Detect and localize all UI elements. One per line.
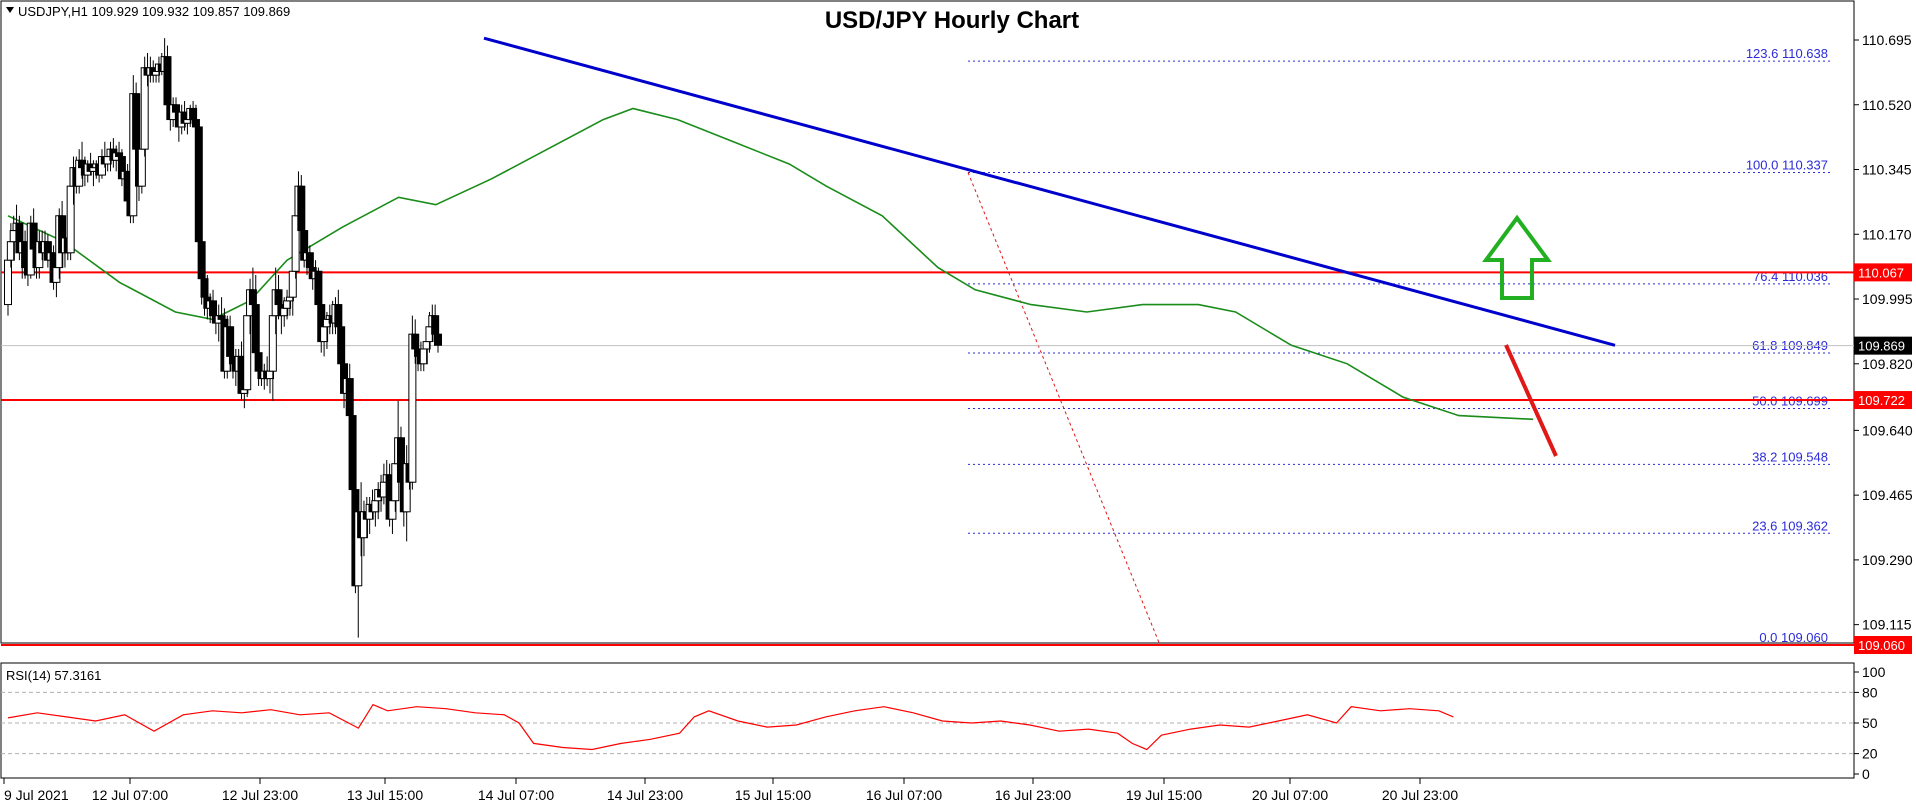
level-price-tag-text: 109.060 xyxy=(1858,638,1905,653)
time-tick-label: 15 Jul 15:00 xyxy=(735,787,811,803)
price-tick-label: 109.465 xyxy=(1862,487,1913,503)
rsi-panel: RSI(14) 57.3161 100 80 50 20 0 xyxy=(0,662,1886,782)
price-tick-label: 110.345 xyxy=(1862,162,1912,178)
rsi-panel-frame xyxy=(0,662,1855,779)
candle-body xyxy=(434,333,442,346)
rsi-levels xyxy=(1,691,1854,755)
price-tags: 110.067 109.722 109.060 109.869 xyxy=(1854,263,1912,654)
fib-level-label: 23.6 109.362 xyxy=(1752,518,1828,533)
level-price-tag xyxy=(1854,391,1912,410)
price-panel-frame xyxy=(0,0,1855,644)
price-tick-label: 109.995 xyxy=(1862,291,1913,307)
level-price-tag-text: 110.067 xyxy=(1858,265,1904,280)
price-axis: 110.695 110.520 110.345 110.170 109.995 109.8… xyxy=(1854,32,1913,633)
level-price-tag xyxy=(1854,263,1912,282)
time-tick-label: 13 Jul 15:00 xyxy=(347,787,423,803)
fib-level-label: 0.0 109.060 xyxy=(1759,630,1828,645)
rsi-axis: 100 80 50 20 0 xyxy=(1854,664,1886,782)
price-tick-label: 110.170 xyxy=(1862,226,1912,242)
time-tick-label: 16 Jul 07:00 xyxy=(866,787,942,803)
trendline xyxy=(483,36,1616,347)
fib-swing-line xyxy=(967,172,1161,646)
candle xyxy=(434,323,442,353)
rsi-line xyxy=(7,703,1454,751)
price-tick-label: 109.115 xyxy=(1862,617,1912,633)
time-tick-label: 12 Jul 23:00 xyxy=(222,787,298,803)
price-tick-label: 109.640 xyxy=(1862,422,1913,438)
price-tick-label: 109.290 xyxy=(1862,552,1913,568)
time-tick-label: 16 Jul 23:00 xyxy=(995,787,1071,803)
up-arrow-icon xyxy=(1482,214,1552,300)
price-panel: USD/JPY Hourly Chart USDJPY,H1 109.929 1… xyxy=(0,0,1913,654)
time-tick-label: 14 Jul 23:00 xyxy=(607,787,683,803)
rsi-tick-label: 80 xyxy=(1862,684,1878,700)
direction-arrows xyxy=(1482,214,1558,457)
chart-title: USD/JPY Hourly Chart xyxy=(825,7,1079,34)
symbol-info: USDJPY,H1 109.929 109.932 109.857 109.86… xyxy=(18,4,290,19)
rsi-tick-label: 50 xyxy=(1862,715,1878,731)
time-tick-label: 20 Jul 23:00 xyxy=(1382,787,1458,803)
rsi-tick-label: 0 xyxy=(1862,766,1870,782)
time-tick-label: 14 Jul 07:00 xyxy=(478,787,554,803)
time-tick-label: 12 Jul 07:00 xyxy=(92,787,168,803)
rsi-label: RSI(14) 57.3161 xyxy=(6,668,101,683)
time-tick-label: 20 Jul 07:00 xyxy=(1252,787,1328,803)
candlesticks xyxy=(4,38,442,638)
fib-level-label: 76.4 110.036 xyxy=(1753,269,1828,284)
time-tick-label: 9 Jul 2021 xyxy=(4,787,69,803)
fib-level-label: 123.6 110.638 xyxy=(1746,46,1828,61)
fib-level-label: 38.2 109.548 xyxy=(1752,449,1828,464)
rsi-polyline xyxy=(7,703,1454,751)
level-price-tag-text: 109.722 xyxy=(1858,393,1905,408)
level-price-tag xyxy=(1854,636,1912,654)
down-arrow-icon xyxy=(1504,344,1558,457)
descending-trendline xyxy=(483,36,1616,347)
current-price-tag xyxy=(1854,336,1912,355)
price-tick-label: 110.520 xyxy=(1862,97,1912,113)
current-price-tag-text: 109.869 xyxy=(1858,339,1905,354)
price-tick-label: 109.820 xyxy=(1862,356,1913,372)
fib-level-label: 50.0 109.699 xyxy=(1752,394,1828,409)
rsi-tick-label: 100 xyxy=(1862,664,1886,680)
price-tick-label: 110.695 xyxy=(1862,32,1912,48)
symbol-dropdown-icon[interactable] xyxy=(6,7,14,13)
rsi-tick-label: 20 xyxy=(1862,746,1878,762)
time-tick-label: 19 Jul 15:00 xyxy=(1126,787,1202,803)
candle-body xyxy=(194,126,203,243)
fib-level-label: 100.0 110.337 xyxy=(1746,157,1828,172)
time-axis: 9 Jul 2021 12 Jul 07:00 12 Jul 23:00 13 Jul… xyxy=(3,778,1458,803)
